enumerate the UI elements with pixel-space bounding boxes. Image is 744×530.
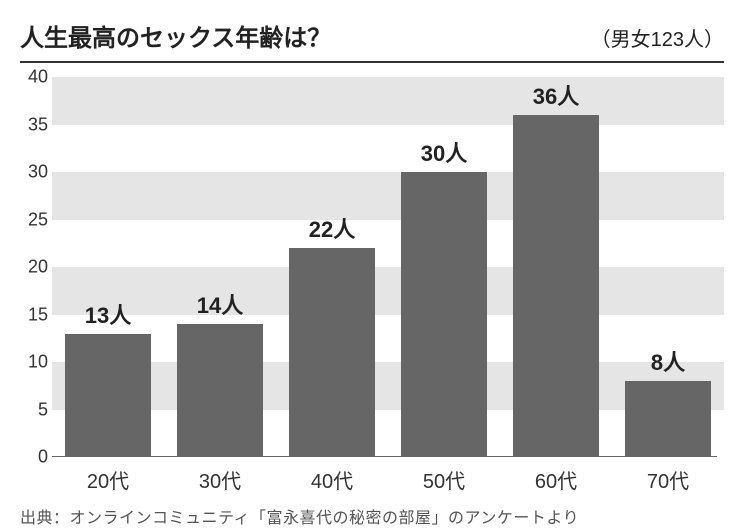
plot-area: 0510152025303540 13人14人22人30人36人8人: [52, 77, 724, 457]
chart-subtitle: （男女123人）: [591, 23, 724, 52]
y-tick-label: 15: [28, 304, 48, 325]
y-tick-label: 40: [28, 67, 48, 88]
y-tick-label: 25: [28, 209, 48, 230]
bar-value-label: 22人: [276, 212, 388, 244]
x-axis-labels: 20代30代40代50代60代70代: [52, 465, 724, 494]
bar-value-label: 13人: [52, 298, 164, 330]
x-tick-label: 40代: [276, 465, 388, 494]
chart-title: 人生最高のセックス年齢は？: [20, 18, 331, 53]
source-citation: 出典：オンラインコミュニティ「富永喜代の秘密の部屋」のアンケートより: [20, 504, 724, 528]
bar-slot: 8人: [612, 77, 724, 457]
bar: [177, 324, 262, 457]
bar-slot: 30人: [388, 77, 500, 457]
y-tick-label: 30: [28, 162, 48, 183]
bar-slot: 22人: [276, 77, 388, 457]
x-tick-label: 50代: [388, 465, 500, 494]
chart-container: 人生最高のセックス年齢は？ （男女123人） 0510152025303540 …: [0, 0, 744, 530]
bar: [625, 381, 710, 457]
x-tick-label: 30代: [164, 465, 276, 494]
x-tick-label: 70代: [612, 465, 724, 494]
y-tick-label: 20: [28, 257, 48, 278]
x-tick-label: 20代: [52, 465, 164, 494]
bar: [401, 172, 486, 457]
x-tick-label: 60代: [500, 465, 612, 494]
bar-slot: 14人: [164, 77, 276, 457]
bar-slot: 36人: [500, 77, 612, 457]
chart-header: 人生最高のセックス年齢は？ （男女123人）: [20, 18, 724, 63]
y-axis: 0510152025303540: [20, 77, 48, 457]
bar-slot: 13人: [52, 77, 164, 457]
bar-value-label: 14人: [164, 288, 276, 320]
y-tick-label: 10: [28, 352, 48, 373]
bar-value-label: 8人: [612, 345, 724, 377]
bar: [65, 334, 150, 458]
y-tick-label: 0: [38, 447, 48, 468]
bar: [513, 115, 598, 457]
bars-row: 13人14人 22人 30人36人 8人: [52, 77, 724, 457]
bar-value-label: 30人: [388, 136, 500, 168]
y-tick-label: 5: [38, 399, 48, 420]
bar: [289, 248, 374, 457]
y-tick-label: 35: [28, 114, 48, 135]
bar-value-label: 36人: [500, 79, 612, 111]
